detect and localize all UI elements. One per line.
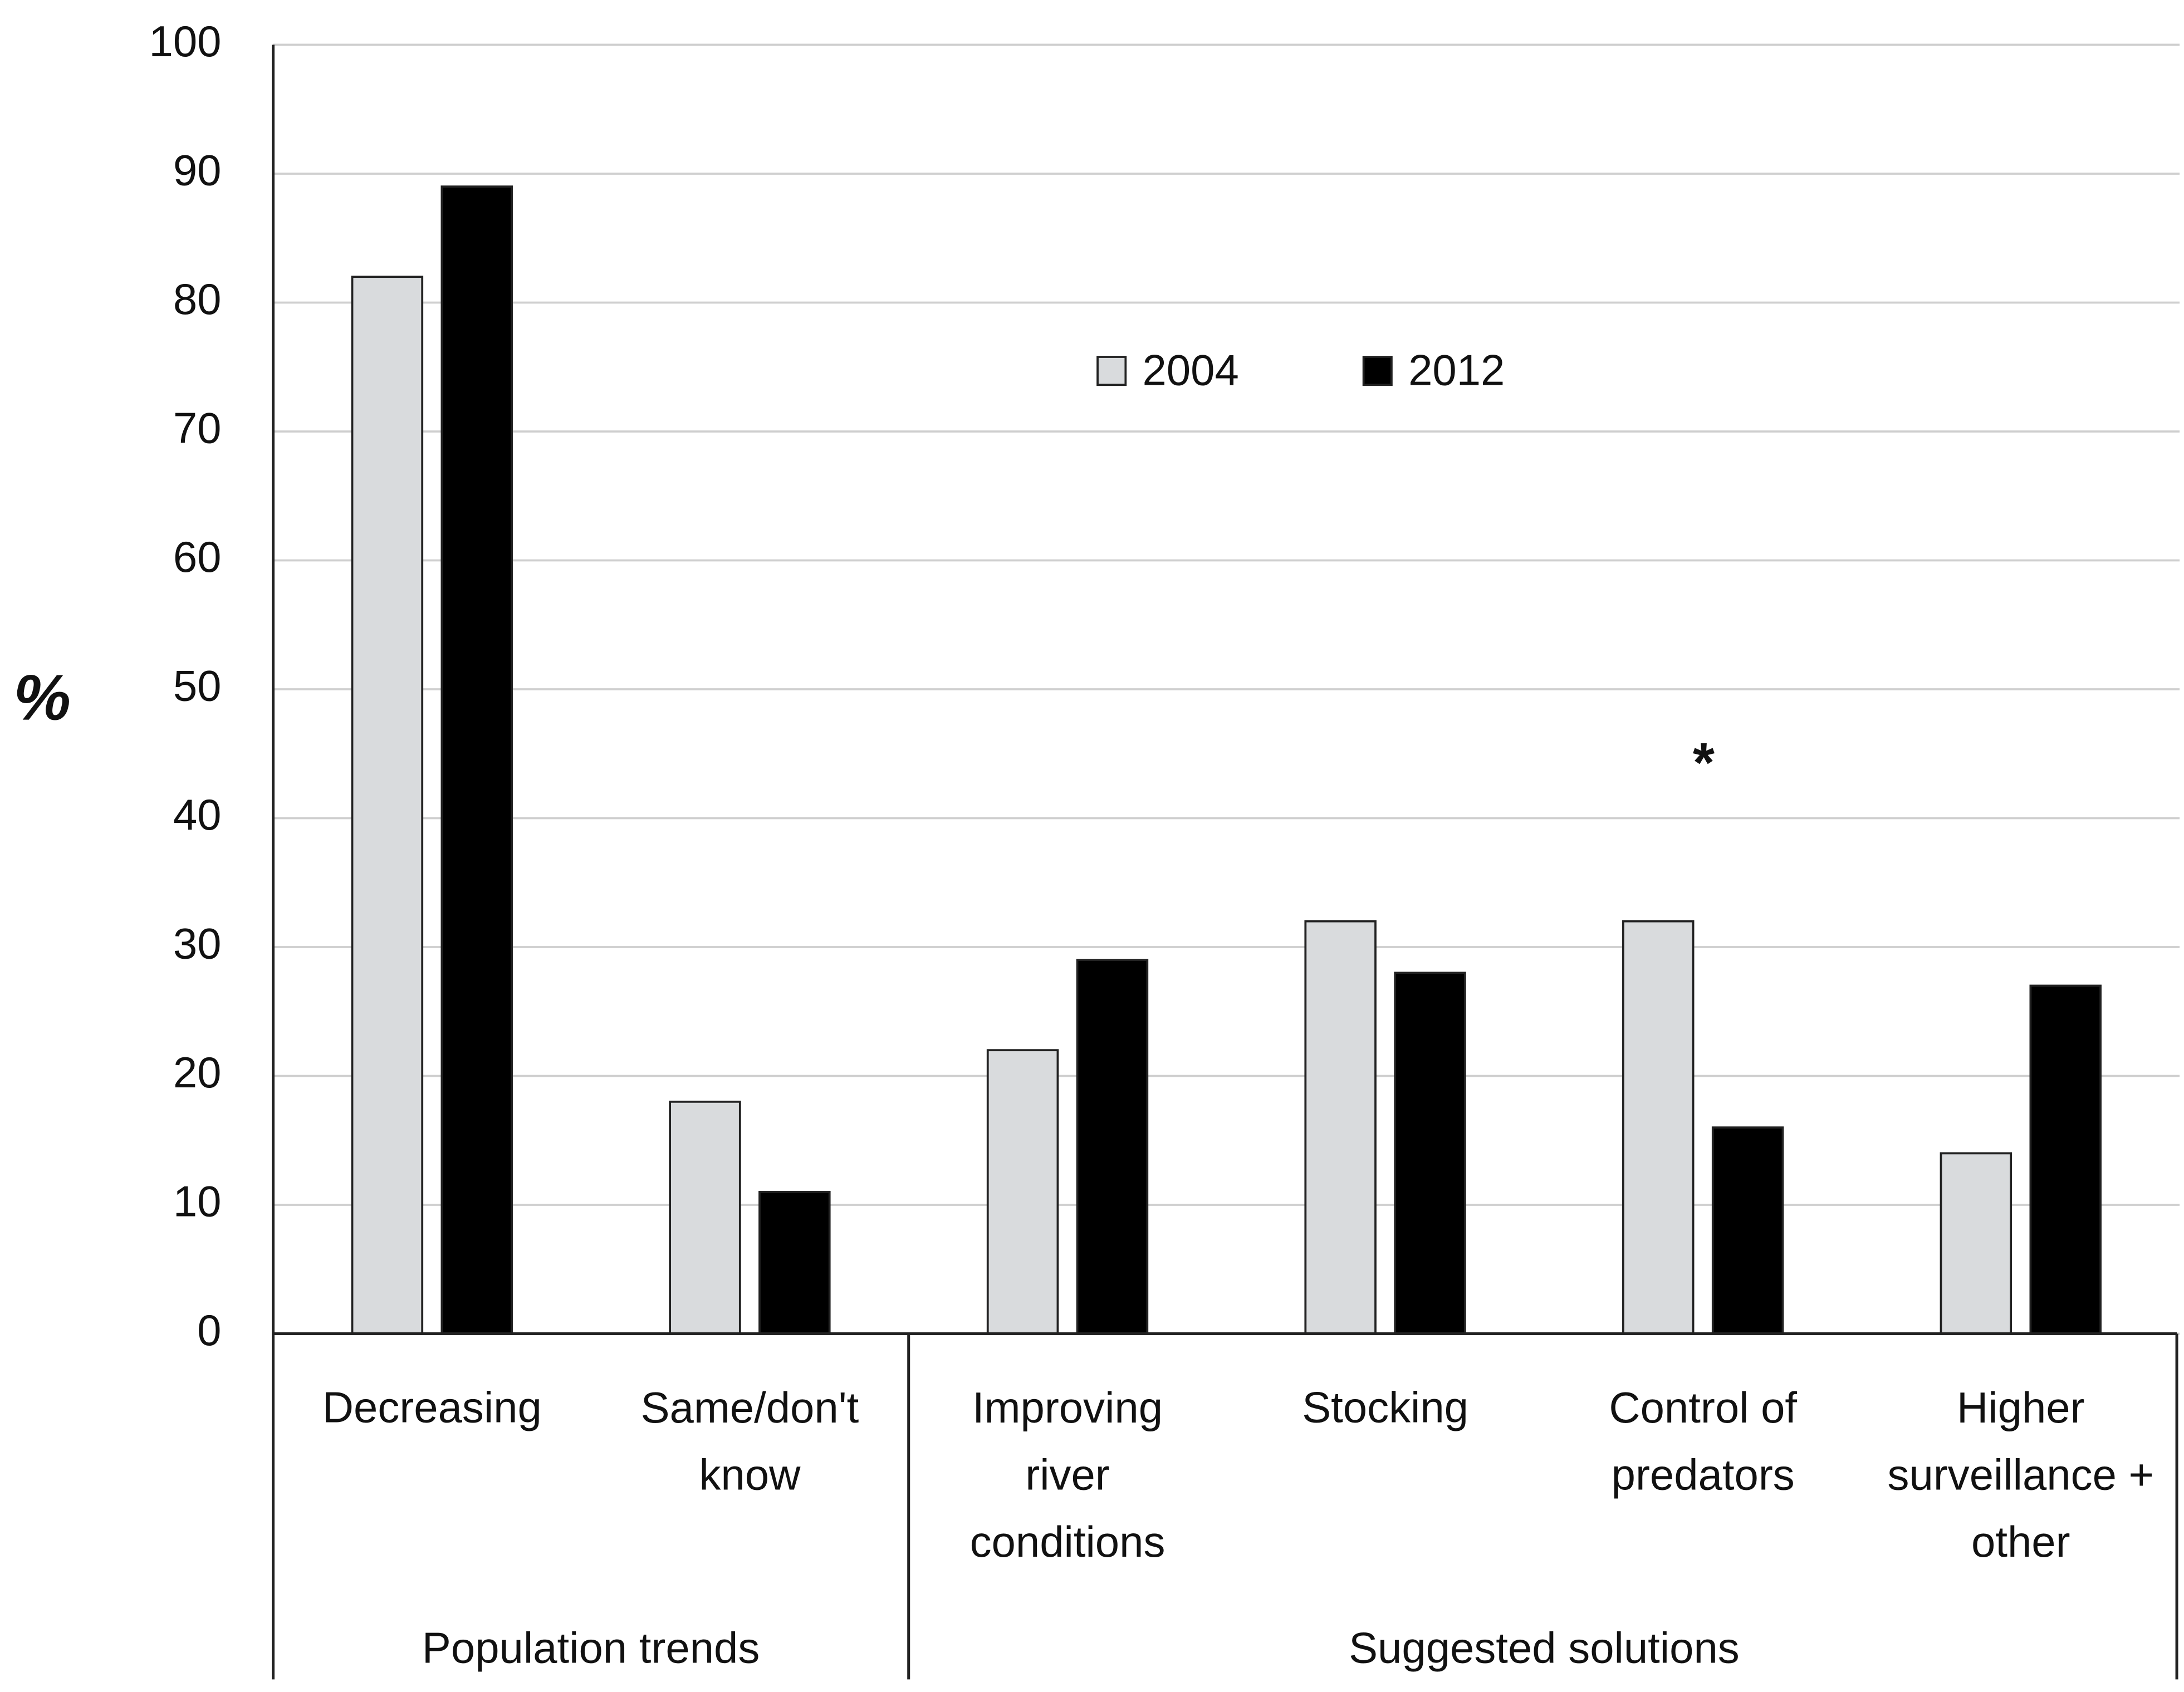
y-tick-label: 90	[173, 146, 222, 195]
bar	[758, 1190, 831, 1335]
bar	[2029, 984, 2102, 1335]
y-tick-label: 100	[149, 17, 222, 66]
y-tick-label: 0	[197, 1306, 221, 1355]
legend-swatch	[1362, 356, 1393, 386]
x-tick-label: Same/don't know	[641, 1382, 859, 1499]
bar	[1711, 1126, 1784, 1335]
legend-swatch	[1096, 356, 1127, 386]
group-label: Population trends	[422, 1624, 760, 1673]
bar	[1304, 920, 1377, 1335]
bar	[1940, 1152, 2012, 1335]
bar	[440, 185, 513, 1335]
legend-label: 2012	[1408, 346, 1505, 395]
x-tick-label: Stocking	[1302, 1382, 1468, 1431]
group-label: Suggested solutions	[1349, 1624, 1740, 1673]
y-axis-label: %	[13, 661, 71, 733]
y-tick-label: 10	[173, 1177, 222, 1226]
y-tick-label: 30	[173, 919, 222, 968]
legend-label: 2004	[1142, 346, 1238, 395]
y-tick-label: 20	[173, 1048, 222, 1097]
x-tick-label: Control of predators	[1609, 1382, 1797, 1499]
bar	[669, 1100, 741, 1335]
bar	[1076, 959, 1149, 1335]
bar	[986, 1049, 1059, 1335]
y-tick-label: 40	[173, 790, 222, 839]
x-tick-label: Improving river conditions	[970, 1382, 1166, 1566]
bar	[351, 276, 424, 1335]
y-tick-label: 50	[173, 661, 222, 710]
bar	[1622, 920, 1695, 1335]
y-tick-label: 70	[173, 404, 222, 453]
y-tick-label: 80	[173, 274, 222, 323]
x-tick-label: Decreasing	[322, 1382, 542, 1431]
annotation: *	[1693, 732, 1715, 794]
y-tick-label: 60	[173, 532, 222, 581]
bar	[1394, 972, 1466, 1335]
x-tick-label: Higher surveillance + other	[1888, 1382, 2154, 1566]
